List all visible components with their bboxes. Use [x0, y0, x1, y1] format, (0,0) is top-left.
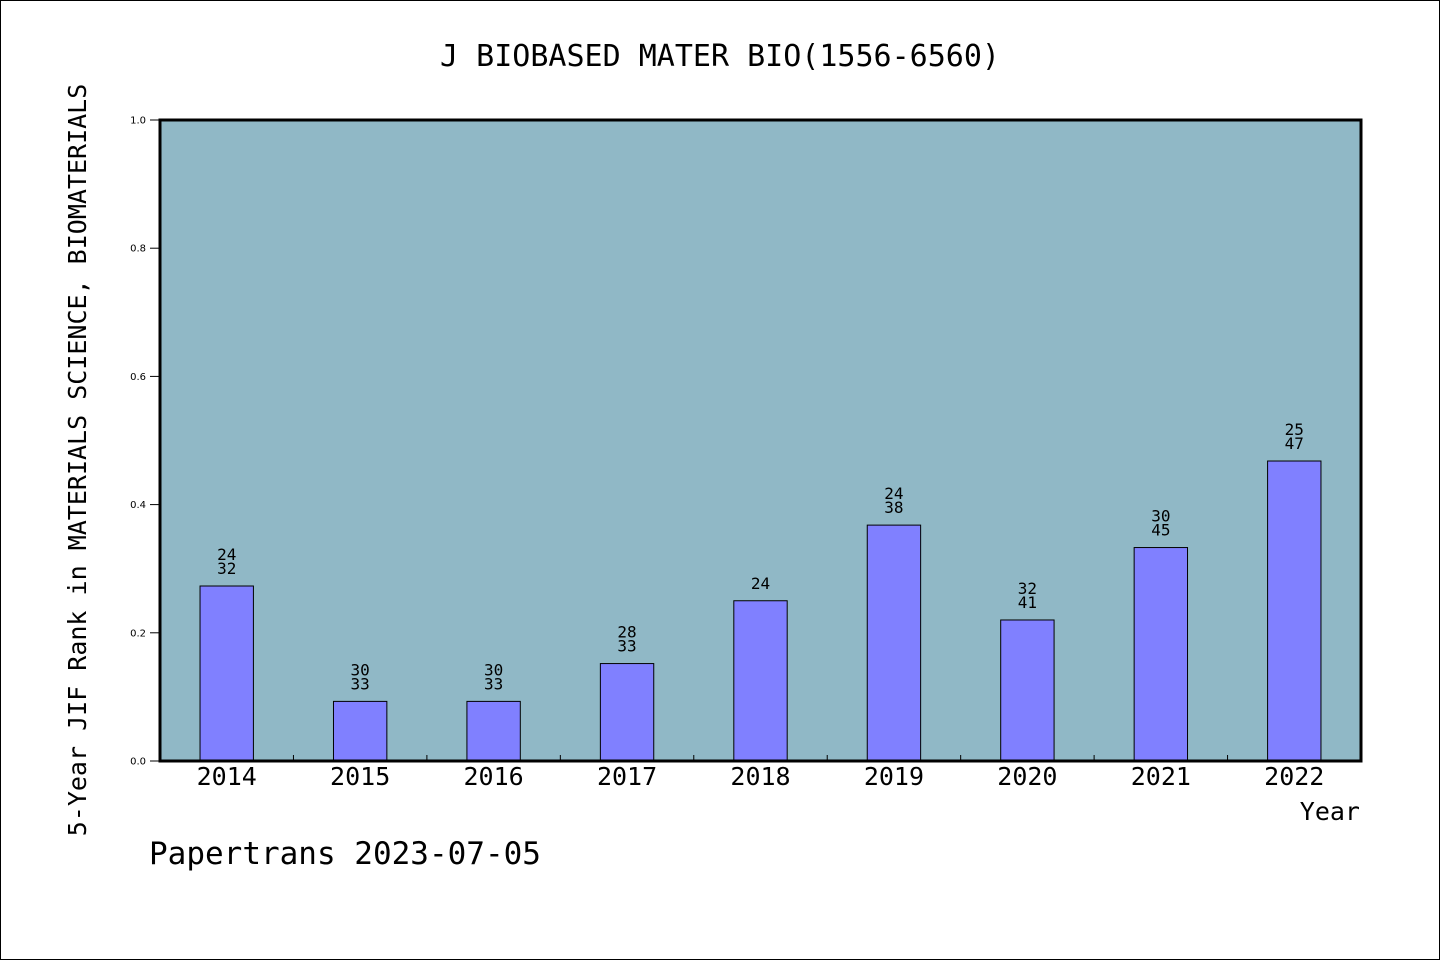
chart-title: J BIOBASED MATER BIO(1556-6560): [440, 39, 1000, 74]
bar-data-label: 33: [617, 637, 636, 656]
bar-data-label: 24: [217, 545, 236, 564]
x-axis-label: Year: [1300, 797, 1360, 826]
x-tick-label: 2021: [1131, 762, 1191, 791]
bar-data-label: 32: [1018, 579, 1037, 598]
x-tick-label: 2017: [597, 762, 657, 791]
bar-data-label: 47: [1285, 434, 1304, 453]
bar-data-label: 45: [1151, 521, 1170, 540]
bar-2022: [1267, 460, 1322, 762]
bar-data-label: 41: [1018, 593, 1037, 612]
y-tick-label: 0.4: [130, 500, 146, 511]
bar-data-label: 30: [351, 660, 370, 679]
y-axis-label: 5-Year JIF Rank in MATERIALS SCIENCE, BI…: [63, 84, 92, 837]
y-axis: 0.0 0.2 0.4 0.6 0.8 1.0: [130, 116, 160, 768]
bar-data-label: 24: [751, 574, 770, 593]
x-tick-label: 2018: [730, 762, 790, 791]
y-tick-label: 0.0: [130, 757, 146, 768]
bar-data-label: 30: [1151, 507, 1170, 526]
bar-2021: [1133, 547, 1189, 762]
y-tick-label: 1.0: [130, 116, 146, 127]
y-tick-label: 0.6: [130, 372, 146, 383]
x-axis: 2014 2015 2016 2017 2018 2019 2020 2021 2022: [197, 755, 1324, 791]
bar-2015: [332, 700, 388, 762]
bar-2020: [1000, 619, 1055, 762]
footer-credit: Papertrans 2023-07-05: [149, 836, 541, 872]
bar-data-label: 32: [217, 559, 236, 578]
bar-data-label: 33: [351, 674, 370, 693]
bar-data-label: 24: [884, 484, 903, 503]
plot-border: [158, 118, 1363, 763]
x-tick-label: 2020: [997, 762, 1057, 791]
y-tick-label: 0.2: [130, 628, 146, 639]
y-tick-label: 0.8: [130, 244, 146, 255]
bar-data-label: 30: [484, 660, 503, 679]
x-tick-label: 2015: [330, 762, 390, 791]
x-tick-label: 2014: [197, 762, 257, 791]
bar-2014: [199, 585, 254, 762]
x-tick-label: 2022: [1264, 762, 1324, 791]
x-tick-label: 2016: [464, 762, 524, 791]
bars-group: [199, 460, 1322, 762]
bar-data-label: 28: [617, 623, 636, 642]
bar-data-label: 33: [484, 674, 503, 693]
bar-2017: [599, 663, 655, 762]
bar-2016: [466, 700, 521, 762]
bar-2018: [733, 600, 788, 762]
bar-data-label: 38: [884, 498, 903, 517]
bar-2019: [866, 524, 922, 762]
bar-data-label: 25: [1285, 420, 1304, 439]
x-tick-label: 2019: [864, 762, 924, 791]
